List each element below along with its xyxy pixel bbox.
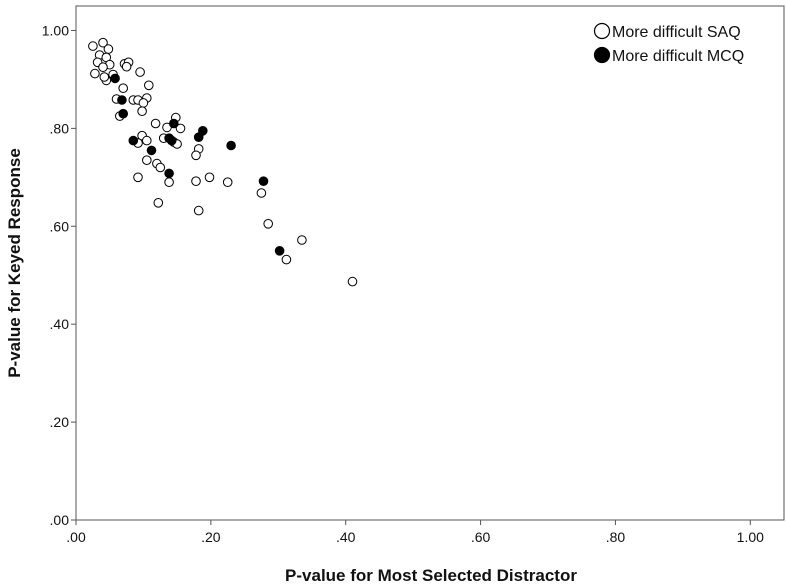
x-axis: .00 .20 .40 .60 .80 1.00 [66,520,764,545]
saq-point [133,172,143,183]
saq-point [191,176,201,186]
saq-point [150,118,161,129]
legend-label-mcq: More difficult MCQ [612,48,744,65]
mcq-point [258,176,269,186]
y-tick-label: .40 [50,316,70,332]
x-tick-label: .20 [201,529,221,545]
mcq-point [164,168,174,179]
y-tick-label: .80 [50,120,70,136]
saq-point [297,235,307,245]
legend-marker-mcq [593,46,611,64]
saq-point [135,67,145,77]
saq-point [144,80,154,91]
saq-point [137,106,147,116]
y-axis-title: P-value for Keyed Response [5,148,24,378]
x-tick-label: .40 [336,529,356,545]
saq-point [88,41,98,51]
x-tick-label: .60 [471,529,491,545]
saq-point [256,188,267,198]
data-points [88,37,358,287]
saq-point [347,276,358,287]
saq-point [138,98,149,108]
mcq-point [166,135,177,146]
saq-point [204,172,215,183]
mcq-point [118,108,128,119]
mcq-point [274,246,285,256]
y-tick-label: .60 [50,218,70,234]
saq-point [142,155,152,165]
saq-point [103,44,114,54]
x-tick-label: 1.00 [737,529,764,545]
saq-point [153,198,164,208]
y-tick-label: 1.00 [42,22,69,38]
mcq-point [169,118,179,129]
saq-point [175,123,186,134]
mcq-point [110,73,120,84]
mcq-point [146,145,157,156]
legend: More difficult SAQ More difficult MCQ [593,22,744,65]
y-axis: .00 .20 .40 .60 .80 1.00 [42,22,76,528]
saq-point [99,72,110,82]
y-tick-label: .20 [50,414,70,430]
saq-point [98,37,108,48]
saq-point [98,62,108,72]
saq-point [191,150,201,161]
legend-marker-saq [593,22,611,40]
x-axis-title: P-value for Most Selected Distractor [285,566,577,584]
mcq-point [117,95,127,105]
y-tick-label: .00 [50,512,70,528]
saq-point [142,135,152,146]
x-tick-label: .80 [606,529,626,545]
saq-point [121,61,132,72]
saq-point [222,177,233,187]
saq-point [193,205,204,216]
saq-point [155,162,166,173]
saq-point [281,254,292,265]
saq-point [164,177,174,187]
x-tick-label: .00 [66,529,86,545]
plot-area [75,5,785,521]
legend-label-saq: More difficult SAQ [612,24,741,41]
mcq-point [128,135,139,146]
mcq-point [198,126,208,136]
saq-point [263,219,274,229]
saq-point [118,83,128,93]
saq-point [90,68,100,79]
mcq-point [226,140,236,151]
